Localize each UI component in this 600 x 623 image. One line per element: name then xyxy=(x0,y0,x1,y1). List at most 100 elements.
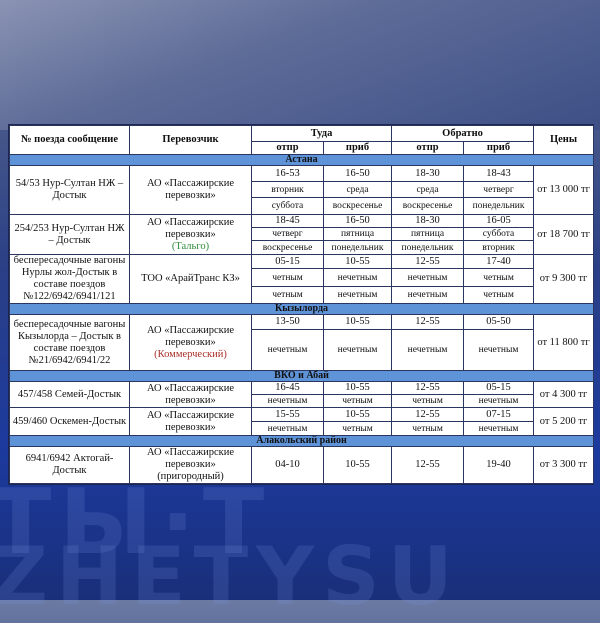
train-name: 6941/6942 Актогай-Достык xyxy=(9,446,130,484)
schedule-table: № поезда сообщение Перевозчик Туда Обрат… xyxy=(8,124,595,485)
carrier-cell: АО «Пассажирские перевозки» (пригородный) xyxy=(129,446,252,484)
day-cell: четным xyxy=(463,286,535,304)
header-back: Обратно xyxy=(391,125,535,142)
day-cell: нечетным xyxy=(391,329,465,371)
train-name: 54/53 Нур-Султан НЖ – Достык xyxy=(9,165,130,215)
time-cell: 18-45 xyxy=(251,214,324,228)
carrier-note: (Коммерческий) xyxy=(154,348,227,360)
day-cell: нечетным xyxy=(251,421,324,436)
section-row: Кызылорда xyxy=(8,303,595,315)
train-name: беспересадочные вагоны Нурлы жол-Достык … xyxy=(9,254,130,304)
section-title: ВКО и Абай xyxy=(8,370,595,382)
table-row: четным нечетным нечетным четным xyxy=(10,286,594,304)
header-train: № поезда сообщение xyxy=(9,125,130,155)
price-cell: от 4 300 тг xyxy=(533,381,595,408)
carrier-name: АО «Пассажирские перевозки» xyxy=(146,409,235,433)
day-cell: четверг xyxy=(251,227,324,241)
table-row: 459/460 Оскемен-Достык АО «Пассажирские п… xyxy=(9,407,595,436)
day-cell: четным xyxy=(322,394,393,408)
price-cell: от 18 700 тг xyxy=(533,214,595,255)
header-carrier: Перевозчик xyxy=(129,125,252,155)
header-price: Цены xyxy=(533,125,595,155)
header-there-dep: отпр xyxy=(251,141,324,155)
table-row: суббота воскресенье воскресенье понедельник xyxy=(10,197,594,215)
day-cell: среда xyxy=(322,181,393,198)
price-cell: от 9 300 тг xyxy=(533,254,595,304)
carrier-name: АО «Пассажирские перевозки» xyxy=(146,216,235,240)
time-cell: 05-50 xyxy=(463,314,535,330)
carrier-note: (Тальго) xyxy=(171,240,210,252)
header-there: Туда xyxy=(250,125,393,142)
time-cell: 12-55 xyxy=(391,314,465,330)
day-cell: воскресенье xyxy=(322,197,393,215)
time-cell: 12-55 xyxy=(391,254,465,269)
time-cell: 10-55 xyxy=(322,381,393,395)
table-row: 6941/6942 Актогай-Достык АО «Пассажирские… xyxy=(9,446,595,484)
day-cell: пятница xyxy=(322,227,393,241)
table-row: 254/253 Нур-Султан НЖ – Достык АО «Пассаж… xyxy=(9,214,595,255)
time-cell: 10-55 xyxy=(322,446,393,484)
day-cell: воскресенье xyxy=(391,197,465,215)
carrier-note: (пригородный) xyxy=(157,471,224,482)
table-row: четным нечетным нечетным четным xyxy=(10,268,594,287)
time-cell: 05-15 xyxy=(463,381,535,395)
price-cell: от 11 800 тг xyxy=(533,314,595,371)
time-cell: 12-55 xyxy=(391,381,465,395)
carrier-name: АО «Пассажирские перевозки» xyxy=(146,382,235,406)
train-name: 457/458 Семей-Достык xyxy=(9,381,130,408)
section-row: Алакольский район xyxy=(8,435,595,447)
time-cell: 16-50 xyxy=(322,165,393,182)
watermark-logo: ZHETYSU xyxy=(0,530,461,623)
time-cell: 18-43 xyxy=(463,165,535,182)
section-title: Астана xyxy=(8,154,595,166)
time-cell: 16-53 xyxy=(251,165,324,182)
time-cell: 12-55 xyxy=(391,407,465,422)
time-cell: 15-55 xyxy=(251,407,324,422)
time-cell: 19-40 xyxy=(463,446,535,484)
carrier-cell: ТОО «АрайТранс КЗ» xyxy=(129,254,252,304)
carrier-name: АО «Пассажирские перевозки» xyxy=(146,178,235,201)
day-cell: нечетным xyxy=(251,394,324,408)
day-cell: вторник xyxy=(463,240,535,255)
carrier-cell: АО «Пассажирские перевозки» (Тальго) xyxy=(129,214,252,255)
carrier-cell: АО «Пассажирские перевозки» xyxy=(129,165,252,215)
carrier-cell: АО «Пассажирские перевозки» xyxy=(129,407,252,436)
day-cell: четным xyxy=(391,421,465,436)
time-cell: 18-30 xyxy=(391,214,465,228)
watermark-top: ТЫ·Т xyxy=(0,470,273,575)
day-cell: четным xyxy=(251,268,324,287)
day-cell: среда xyxy=(391,181,465,198)
day-cell: нечетным xyxy=(322,286,393,304)
background-photo xyxy=(0,0,600,130)
section-row: ВКО и Абай xyxy=(8,370,595,382)
train-name: беспересадочные вагоны Кызылорда – Досты… xyxy=(9,314,130,371)
day-cell: четным xyxy=(463,268,535,287)
time-cell: 05-15 xyxy=(251,254,324,269)
header-back-arr: приб xyxy=(463,141,535,155)
day-cell: четверг xyxy=(463,181,535,198)
day-cell: нечетным xyxy=(463,421,535,436)
day-cell: нечетным xyxy=(322,329,393,371)
section-title: Кызылорда xyxy=(8,303,595,315)
price-cell: от 3 300 тг xyxy=(533,446,595,484)
day-cell: нечетным xyxy=(251,329,324,371)
day-cell: понедельник xyxy=(391,240,465,255)
carrier-cell: АО «Пассажирские перевозки» xyxy=(129,381,252,408)
time-cell: 12-55 xyxy=(391,446,465,484)
day-cell: нечетным xyxy=(463,329,535,371)
header-there-arr: приб xyxy=(322,141,393,155)
table-row: беспересадочные вагоны Нурлы жол-Достык … xyxy=(9,254,595,304)
table-row: 457/458 Семей-Достык АО «Пассажирские пер… xyxy=(9,381,595,408)
time-cell: 13-50 xyxy=(251,314,324,330)
table-row: нечетным четным четным нечетным xyxy=(10,394,594,408)
day-cell: четным xyxy=(391,394,465,408)
day-cell: нечетным xyxy=(391,268,465,287)
day-cell: воскресенье xyxy=(251,240,324,255)
time-cell: 18-30 xyxy=(391,165,465,182)
time-cell: 16-50 xyxy=(322,214,393,228)
carrier-cell: АО «Пассажирские перевозки» (Коммерческий… xyxy=(129,314,252,371)
day-cell: пятница xyxy=(391,227,465,241)
table-row: беспересадочные вагоны Кызылорда – Досты… xyxy=(9,314,595,371)
day-cell: суббота xyxy=(251,197,324,215)
carrier-name: АО «Пассажирские перевозки» xyxy=(146,447,235,470)
